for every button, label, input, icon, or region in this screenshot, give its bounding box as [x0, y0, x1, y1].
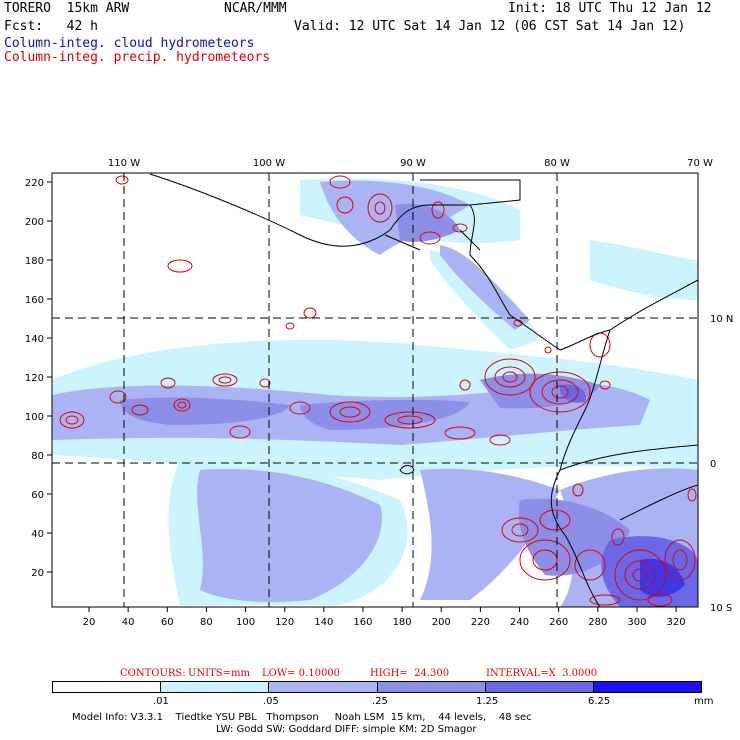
- left-tick-label: 140: [25, 334, 44, 345]
- colorbar-bin-1: [161, 682, 270, 692]
- model-title: TORERO 15km ARW: [4, 1, 130, 16]
- bottom-tick-label: 120: [275, 617, 294, 628]
- graticule: [52, 173, 698, 607]
- colorbar-bin-3: [377, 682, 486, 692]
- cloud-shading: [52, 178, 698, 607]
- bottom-tick-label: 200: [432, 617, 451, 628]
- bottom-tick-label: 220: [471, 617, 490, 628]
- colorbar-level-1: .05: [263, 696, 279, 707]
- center-label: NCAR/MMM: [224, 1, 287, 16]
- top-lon-label: 100 W: [253, 158, 285, 169]
- bottom-tick-label: 60: [161, 617, 174, 628]
- forecast-hour: Fcst: 42 h: [4, 19, 98, 34]
- bottom-tick-label: 240: [510, 617, 529, 628]
- left-tick-label: 20: [31, 568, 44, 579]
- left-tick-label: 60: [31, 490, 44, 501]
- bottom-tick-label: 80: [200, 617, 213, 628]
- right-lat-label: 10 S: [710, 603, 732, 614]
- colorbar-bin-5: [593, 682, 702, 692]
- bottom-tick-label: 260: [549, 617, 568, 628]
- bottom-tick-label: 140: [314, 617, 333, 628]
- top-lon-label: 90 W: [400, 158, 426, 169]
- field-label-cloud: Column-integ. cloud hydrometeors: [4, 36, 255, 51]
- left-tick-label: 100: [25, 412, 44, 423]
- colorbar-level-2: .25: [372, 696, 388, 707]
- colorbar-bin-2: [269, 682, 378, 692]
- top-lon-label: 70 W: [687, 158, 713, 169]
- right-lat-label: 0: [710, 459, 716, 470]
- bottom-tick-label: 20: [83, 617, 96, 628]
- bottom-tick-label: 320: [667, 617, 686, 628]
- bottom-tick-label: 180: [393, 617, 412, 628]
- contour-units: UNITS=mm: [188, 668, 250, 679]
- colorbar-level-3: 1.25: [476, 696, 499, 707]
- model-info: Model Info: V3.3.1 Tiedtke YSU PBL Thomp…: [72, 712, 532, 723]
- coastlines: [149, 173, 698, 607]
- bottom-tick-label: 40: [122, 617, 135, 628]
- left-tick-label: 180: [25, 256, 44, 267]
- right-lat-label: 10 N: [710, 314, 733, 325]
- valid-time: Valid: 12 UTC Sat 14 Jan 12 (06 CST Sat …: [294, 19, 686, 34]
- colorbar-level-4: 6.25: [588, 696, 611, 707]
- left-tick-label: 200: [25, 217, 44, 228]
- bottom-tick-label: 100: [236, 617, 255, 628]
- left-tick-label: 40: [31, 529, 44, 540]
- left-tick-label: 220: [25, 178, 44, 189]
- init-time: Init: 18 UTC Thu 12 Jan 12: [508, 1, 712, 16]
- bottom-tick-label: 160: [353, 617, 372, 628]
- axis-ticks: [47, 181, 677, 612]
- top-lon-label: 80 W: [544, 158, 570, 169]
- left-tick-label: 160: [25, 295, 44, 306]
- colorbar-level-0: .01: [153, 696, 169, 707]
- contour-high: HIGH= 24.300: [370, 668, 450, 679]
- axis-labels: 220 200 180 160 140 120 100 80 60 40 20 20 40 60 80 100…: [25, 158, 733, 628]
- model-physics: LW: Godd SW: Goddard DIFF: simple KM: 2D…: [216, 724, 477, 735]
- precip-contours: [59, 175, 697, 607]
- plot-frame: [51, 172, 699, 608]
- top-lon-label: 110 W: [108, 158, 140, 169]
- field-label-precip: Column-integ. precip. hydrometeors: [4, 50, 271, 65]
- bottom-tick-label: 280: [588, 617, 607, 628]
- colorbar-bin-4: [485, 682, 594, 692]
- colorbar-bin-0: [53, 682, 162, 692]
- colorbar-unit: mm: [694, 696, 714, 707]
- left-tick-label: 80: [31, 451, 44, 462]
- contour-low: LOW= 0.10000: [262, 668, 341, 679]
- contour-label: CONTOURS:: [120, 668, 186, 679]
- contour-interval: INTERVAL=X 3.0000: [486, 668, 598, 679]
- bottom-tick-label: 300: [627, 617, 646, 628]
- colorbar: [52, 681, 702, 693]
- left-tick-label: 120: [25, 373, 44, 384]
